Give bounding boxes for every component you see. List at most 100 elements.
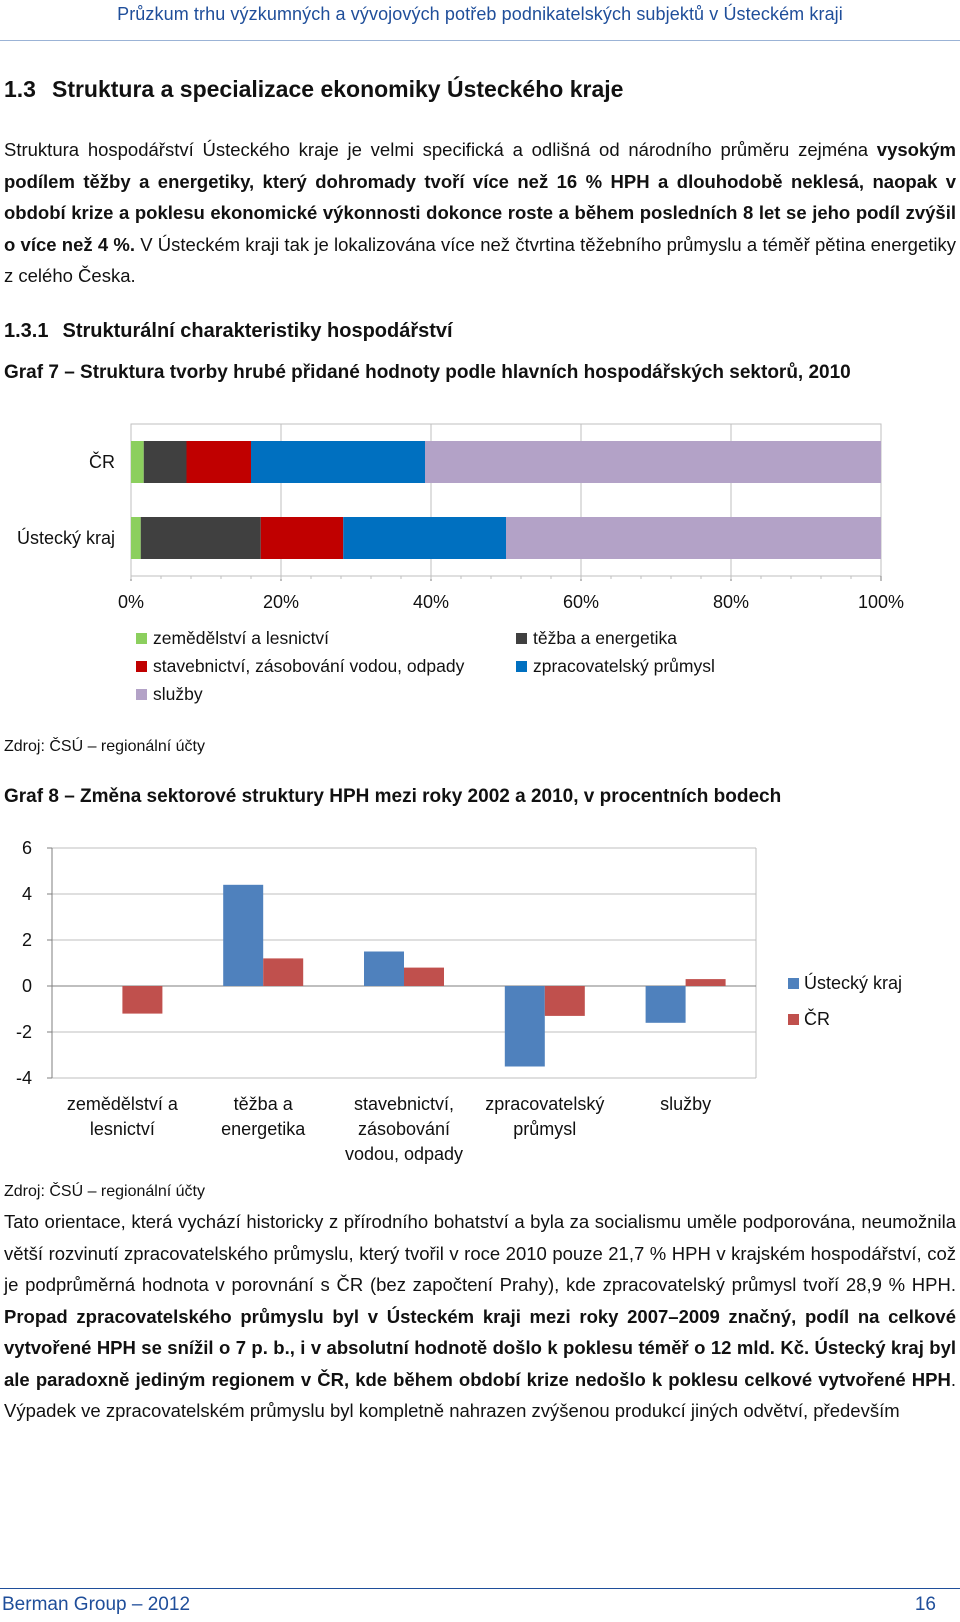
category-label-line: zásobování [358, 1119, 450, 1139]
footer-publisher: Berman Group – 2012 [2, 1594, 191, 1615]
y-tick-label: -4 [16, 1068, 32, 1088]
tick-label: 20% [263, 592, 299, 612]
legend-swatch [788, 1014, 799, 1025]
bar-segment [131, 441, 144, 483]
category-label: těžba a energetika [221, 1094, 306, 1139]
legend-item-services: služby [136, 684, 203, 705]
section-title: Struktura a specializace ekonomiky Ústec… [51, 76, 624, 102]
body-paragraph: Tato orientace, která vychází historicky… [4, 1206, 956, 1427]
footer-divider [0, 1588, 960, 1589]
legend-label: zemědělství a lesnictví [153, 628, 330, 648]
category-label-line: energetika [221, 1119, 306, 1139]
column [645, 986, 686, 1023]
body-text-bold: Propad zpracovatelského průmyslu byl v Ú… [4, 1305, 956, 1390]
body-text-a: Tato orientace, která vychází historicky… [4, 1211, 956, 1295]
graf7-chart: ČR Ústecký kraj 0% 20% 40% 60% 80% 100% [17, 423, 904, 612]
graf7-caption: Graf 7 – Struktura tvorby hrubé přidané … [4, 362, 851, 383]
y-tick-label: 0 [22, 976, 32, 996]
legend-label: těžba a energetika [533, 628, 677, 648]
bar-segment [186, 441, 251, 483]
category-label: služby [660, 1094, 711, 1114]
y-tick-label: 6 [22, 838, 32, 858]
graf7-category-labels: ČR Ústecký kraj [17, 451, 115, 548]
subsection-number: 1.3.1 [4, 320, 49, 342]
intro-paragraph: Struktura hospodářství Ústeckého kraje j… [4, 134, 956, 292]
graf8-chart: 6 4 2 0 -2 -4 zemědělství a lesnictví těžba a en… [16, 838, 902, 1164]
category-label-line: těžba a [234, 1094, 294, 1114]
body-text-b: . Výpadek ve zpracovatelském průmyslu by… [4, 1368, 956, 1422]
tick-label: 0% [118, 592, 144, 612]
bar-segment [425, 441, 881, 483]
graf8-y-tick-labels: 6 4 2 0 -2 -4 [16, 838, 32, 1088]
category-label-line: lesnictví [90, 1119, 155, 1139]
tick-label: 100% [858, 592, 904, 612]
intro-text-b: V Ústeckém kraji tak je lokalizována víc… [4, 233, 956, 287]
bar-segment [260, 517, 344, 559]
legend-swatch [136, 689, 147, 700]
intro-text-bold: vysokým podílem těžby a energetiky, kter… [4, 139, 956, 255]
category-label: Ústecký kraj [17, 527, 115, 548]
graf8-caption: Graf 8 – Změna sektorové struktury HPH m… [4, 786, 782, 807]
legend-label: Ústecký kraj [804, 972, 902, 993]
section-heading: 1.3 Struktura a specializace ekonomiky Ús… [4, 76, 623, 103]
running-header: Průzkum trhu výzkumných a vývojových pot… [117, 4, 843, 24]
column [504, 986, 545, 1067]
legend-swatch [516, 661, 527, 672]
legend-swatch [516, 633, 527, 644]
y-tick-label: 2 [22, 930, 32, 950]
section-number: 1.3 [4, 76, 36, 102]
graf8-source: Zdroj: ČSÚ – regionální účty [4, 1183, 205, 1200]
graf8-category-labels: zemědělství a lesnictví těžba a energetika s… [67, 1094, 711, 1164]
category-label: zemědělství a lesnictví [67, 1094, 179, 1139]
bar-segment [251, 441, 425, 483]
legend-label: ČR [804, 1008, 830, 1029]
legend-item-construction: stavebnictví, zásobování vodou, odpady [136, 656, 464, 677]
category-label-line: průmysl [513, 1119, 576, 1139]
legend-item-manufacturing: zpracovatelský průmysl [516, 656, 715, 677]
intro-text-a: Struktura hospodářství Ústeckého kraje j… [4, 139, 877, 160]
column [364, 951, 404, 986]
column [263, 958, 304, 986]
graf7-source: Zdroj: ČSÚ – regionální účty [4, 738, 205, 755]
legend-swatch [788, 978, 799, 989]
legend-item-mining-energy: těžba a energetika [516, 628, 677, 649]
legend-swatch [136, 661, 147, 672]
subsection-title: Strukturální charakteristiky hospodářstv… [62, 320, 453, 342]
column [544, 986, 585, 1016]
legend-item-agriculture: zemědělství a lesnictví [136, 628, 329, 649]
column [223, 884, 264, 986]
y-tick-label: -2 [16, 1022, 32, 1042]
header-divider [0, 40, 960, 41]
tick-label: 80% [713, 592, 749, 612]
legend-label: stavebnictví, zásobování vodou, odpady [153, 656, 465, 676]
column [685, 979, 726, 986]
category-label: stavebnictví, zásobování vodou, odpady [345, 1094, 463, 1164]
bar-segment [343, 517, 506, 559]
graf8-legend: Ústecký kraj ČR [788, 972, 902, 1029]
subsection-heading: 1.3.1 Strukturální charakteristiky hospod… [4, 320, 453, 343]
legend-swatch [136, 633, 147, 644]
graf7-legend: zemědělství a lesnictví těžba a energeti… [0, 628, 960, 712]
page-number: 16 [914, 1594, 936, 1615]
tick-label: 40% [413, 592, 449, 612]
category-label-line: stavebnictví, [354, 1094, 454, 1114]
column [122, 986, 163, 1014]
bar-segment [140, 517, 261, 559]
category-label-line: zemědělství a [67, 1094, 179, 1114]
legend-label: služby [153, 684, 203, 704]
graf7-bars [131, 441, 881, 559]
graf8-bars [122, 884, 726, 1067]
bar-segment [131, 517, 141, 559]
bar-segment [506, 517, 881, 559]
legend-label: zpracovatelský průmysl [533, 656, 715, 676]
category-label-line: vodou, odpady [345, 1144, 463, 1164]
graf7-tick-labels: 0% 20% 40% 60% 80% 100% [118, 592, 904, 612]
category-label-line: zpracovatelský [485, 1094, 604, 1114]
category-label: zpracovatelský průmysl [485, 1094, 604, 1139]
y-tick-label: 4 [22, 884, 32, 904]
bar-segment [143, 441, 187, 483]
column [404, 967, 444, 986]
category-label-line: služby [660, 1094, 711, 1114]
tick-label: 60% [563, 592, 599, 612]
category-label: ČR [89, 451, 115, 472]
